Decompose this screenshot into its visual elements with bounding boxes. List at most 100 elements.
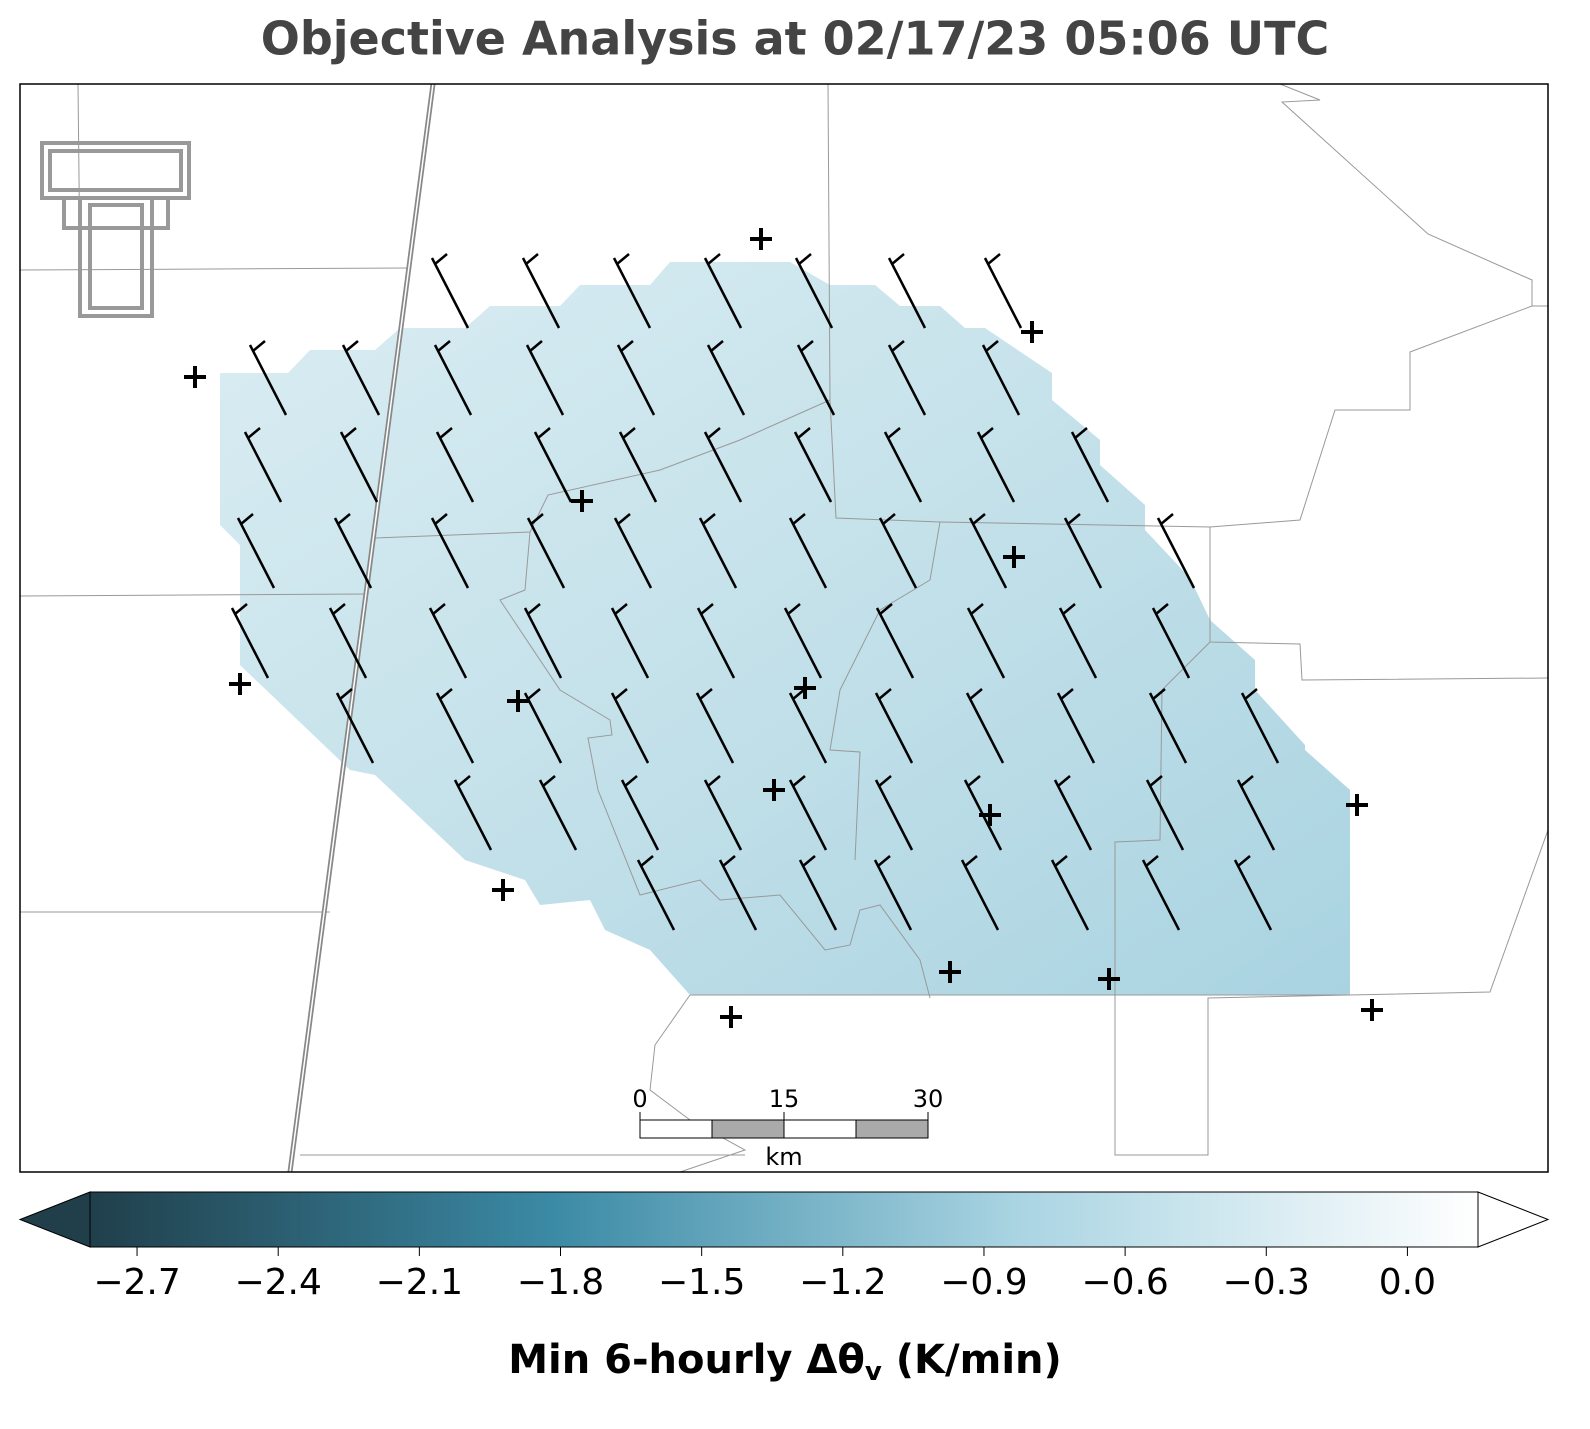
wind-barb	[875, 603, 915, 679]
station	[1098, 968, 1120, 990]
logo	[40, 141, 191, 318]
station	[507, 690, 529, 712]
station	[979, 804, 1001, 826]
colorbar-label: Min 6-hourly Δθv (K/min)	[508, 1337, 1062, 1387]
station	[939, 961, 961, 983]
wind-barb	[453, 775, 493, 851]
colorbar-tick-label: −0.9	[940, 1262, 1027, 1303]
wind-barb	[788, 775, 828, 851]
wind-barb	[873, 855, 913, 931]
scale-unit: km	[765, 1143, 802, 1171]
scale-tick-label: 30	[913, 1085, 944, 1113]
station	[720, 1006, 742, 1028]
highway	[289, 84, 434, 1172]
wind-barb	[328, 603, 368, 679]
wind-barb	[636, 855, 676, 931]
wind-barb	[610, 688, 650, 764]
wind-barb	[883, 427, 923, 503]
colorbar-tick-label: −2.7	[93, 1262, 180, 1303]
wind-barb	[706, 340, 746, 416]
station	[750, 228, 772, 250]
wind-barb	[976, 427, 1016, 503]
colorbar-extend-low	[18, 1191, 91, 1248]
colorbar-tick-label: −0.6	[1081, 1262, 1168, 1303]
wind-barb	[533, 427, 573, 503]
scale-tick-label: 0	[632, 1085, 647, 1113]
wind-barb	[1053, 775, 1093, 851]
wind-barb	[874, 775, 914, 851]
wind-barb	[1050, 855, 1090, 931]
wind-barb	[341, 340, 381, 416]
station	[794, 677, 816, 699]
station	[1021, 321, 1043, 343]
map-frame	[19, 83, 1549, 1173]
scale-tick-label: 15	[769, 1085, 800, 1113]
colorbar-extend-high	[1477, 1191, 1550, 1248]
wind-barb	[620, 775, 660, 851]
wind-barb	[878, 513, 918, 589]
wind-barb	[523, 688, 563, 764]
wind-barb	[793, 427, 833, 503]
wind-barb	[1156, 513, 1196, 589]
colorbar-tick-label: −1.2	[799, 1262, 886, 1303]
wind-barb	[526, 513, 566, 589]
wind-barb	[616, 340, 656, 416]
colorbar-tick-label: −2.4	[234, 1262, 321, 1303]
label-end: (K/min)	[882, 1337, 1062, 1383]
wind-barb	[525, 340, 565, 416]
wind-barb	[248, 340, 288, 416]
wind-barb	[339, 427, 379, 503]
wind-barb	[1063, 513, 1103, 589]
wind-barb	[1148, 688, 1188, 764]
wind-barb	[698, 513, 738, 589]
wind-barb	[965, 688, 1005, 764]
scale-bar: km 0 15 30	[632, 1085, 943, 1171]
wind-barb	[788, 513, 828, 589]
colorbar-tick-label: −0.3	[1223, 1262, 1310, 1303]
wind-barb	[794, 253, 834, 329]
stations	[184, 228, 1383, 1028]
wind-barb	[874, 688, 914, 764]
colorbar-tick-label: −1.8	[517, 1262, 604, 1303]
wind-barb	[887, 253, 927, 329]
wind-barb	[960, 855, 1000, 931]
station	[1003, 546, 1025, 568]
wind-barb	[333, 513, 373, 589]
wind-barb	[966, 603, 1006, 679]
wind-barb	[523, 603, 563, 679]
wind-barb	[1070, 427, 1110, 503]
wind-barbs	[230, 253, 1280, 931]
colorbar-frame	[89, 1191, 1479, 1248]
analysis-field	[220, 262, 1350, 995]
wind-barb	[610, 603, 650, 679]
wind-barb	[433, 340, 473, 416]
wind-barb	[430, 253, 470, 329]
wind-barb	[243, 427, 283, 503]
wind-barb	[703, 775, 743, 851]
wind-barb	[983, 253, 1023, 329]
wind-barb	[796, 340, 836, 416]
wind-barb	[435, 427, 475, 503]
station	[492, 879, 514, 901]
wind-barb	[435, 688, 475, 764]
wind-barb	[887, 340, 927, 416]
station	[1346, 794, 1368, 816]
wind-barb	[613, 513, 653, 589]
wind-barb	[1151, 603, 1191, 679]
title: Objective Analysis at 02/17/23 05:06 UTC	[261, 12, 1330, 66]
boundaries	[20, 84, 1548, 1172]
colorbar-tick-label: −1.5	[658, 1262, 745, 1303]
wind-barb	[618, 427, 658, 503]
wind-barb	[1056, 688, 1096, 764]
wind-barb	[968, 513, 1008, 589]
wind-barb	[430, 513, 470, 589]
wind-barb	[236, 513, 276, 589]
wind-barb	[703, 427, 743, 503]
station	[571, 490, 593, 512]
wind-barb	[230, 603, 270, 679]
map-area	[20, 84, 1548, 1172]
colorbar-tick-label: 0.0	[1379, 1262, 1436, 1303]
station	[229, 673, 251, 695]
wind-barb	[696, 603, 736, 679]
